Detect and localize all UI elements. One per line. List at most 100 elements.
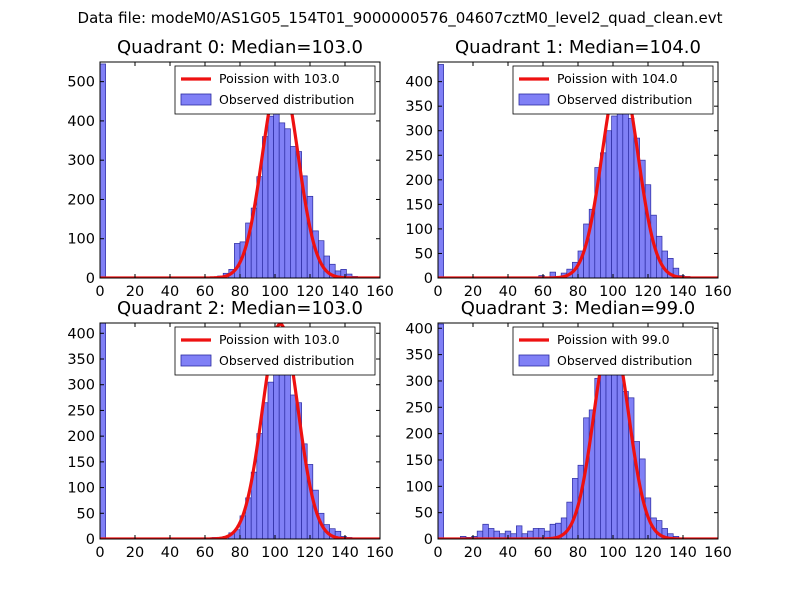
y-tick-label: 300 bbox=[405, 124, 433, 140]
y-tick-label: 400 bbox=[405, 75, 433, 91]
quadrant-1-title: Quadrant 1: Median=104.0 bbox=[455, 37, 701, 58]
legend: Poission with 104.0 Observed distribution bbox=[512, 65, 714, 115]
y-tick-label: 0 bbox=[424, 532, 433, 548]
x-tick-label: 120 bbox=[296, 284, 324, 300]
poisson-fit-line bbox=[438, 331, 718, 539]
x-tick-label: 40 bbox=[161, 545, 179, 561]
quadrant-3-panel: Quadrant 3: Median=99.0 0 20 40 60 80 100 120 1… bbox=[405, 298, 732, 561]
poisson-fit-line bbox=[100, 72, 380, 278]
x-tick-label: 0 bbox=[433, 284, 442, 300]
histogram-bar bbox=[600, 346, 607, 539]
x-tick-label: 20 bbox=[126, 545, 144, 561]
y-tick-label: 300 bbox=[67, 153, 95, 169]
legend-hist-swatch bbox=[180, 93, 212, 106]
x-tick-label: 160 bbox=[366, 545, 394, 561]
y-tick-label: 100 bbox=[67, 232, 95, 248]
plot-area bbox=[438, 323, 718, 539]
y-tick-label: 0 bbox=[86, 532, 95, 548]
y-tick-label: 100 bbox=[405, 479, 433, 495]
plot-area bbox=[100, 323, 380, 539]
quadrant-2-title: Quadrant 2: Median=103.0 bbox=[117, 298, 363, 319]
x-tick-label: 40 bbox=[499, 545, 517, 561]
histogram-bar bbox=[628, 118, 635, 278]
histogram-bar bbox=[611, 115, 618, 278]
histogram-bar bbox=[616, 362, 624, 539]
x-tick-label: 100 bbox=[261, 284, 289, 300]
quadrant-3-title: Quadrant 3: Median=99.0 bbox=[461, 298, 696, 319]
x-tick-label: 120 bbox=[634, 545, 662, 561]
legend-hist-label: Observed distribution bbox=[557, 92, 692, 107]
x-tick-label: 80 bbox=[231, 545, 249, 561]
y-tick-label: 500 bbox=[67, 75, 95, 91]
x-tick-label: 20 bbox=[464, 545, 482, 561]
y-tick-label: 50 bbox=[77, 506, 95, 522]
y-tick-label: 400 bbox=[405, 321, 433, 337]
x-tick-label: 80 bbox=[231, 284, 249, 300]
histogram-bar bbox=[273, 108, 280, 278]
x-tick-label: 20 bbox=[464, 284, 482, 300]
legend: Poission with 103.0 Observed distribution bbox=[174, 65, 376, 115]
legend-hist-label: Observed distribution bbox=[219, 353, 354, 368]
x-tick-label: 60 bbox=[534, 545, 552, 561]
quadrant-0-panel: Quadrant 0: Median=103.0 0 20 40 60 80 100 120… bbox=[67, 37, 394, 300]
x-tick-label: 80 bbox=[569, 284, 587, 300]
legend-fit-label: Poission with 104.0 bbox=[557, 71, 678, 86]
y-tick-label: 400 bbox=[67, 326, 95, 342]
x-tick-label: 140 bbox=[331, 545, 359, 561]
legend-hist-swatch bbox=[180, 354, 212, 367]
y-tick-label: 250 bbox=[405, 148, 433, 164]
poisson-fit-line bbox=[438, 71, 718, 278]
legend-hist-label: Observed distribution bbox=[219, 92, 354, 107]
x-tick-label: 140 bbox=[669, 545, 697, 561]
y-tick-label: 250 bbox=[405, 400, 433, 416]
y-tick-label: 100 bbox=[405, 222, 433, 238]
y-tick-label: 50 bbox=[415, 246, 433, 262]
x-tick-label: 120 bbox=[296, 545, 324, 561]
y-tick-label: 150 bbox=[67, 455, 95, 471]
histogram-bar bbox=[290, 146, 297, 278]
x-tick-label: 60 bbox=[196, 545, 214, 561]
x-tick-label: 60 bbox=[534, 284, 552, 300]
y-tick-label: 150 bbox=[405, 453, 433, 469]
legend-fit-label: Poission with 103.0 bbox=[219, 71, 340, 86]
poisson-fit-line bbox=[100, 323, 380, 539]
x-tick-label: 0 bbox=[95, 284, 104, 300]
y-tick-label: 350 bbox=[405, 99, 433, 115]
x-tick-label: 140 bbox=[331, 284, 359, 300]
y-tick-label: 200 bbox=[405, 173, 433, 189]
y-tick-label: 0 bbox=[86, 271, 95, 287]
histogram-bar bbox=[438, 64, 444, 278]
y-tick-label: 300 bbox=[67, 378, 95, 394]
y-tick-label: 350 bbox=[405, 348, 433, 364]
plot-area bbox=[100, 63, 380, 278]
x-tick-label: 80 bbox=[569, 545, 587, 561]
x-tick-label: 140 bbox=[669, 284, 697, 300]
histogram-bar bbox=[262, 402, 269, 539]
legend: Poission with 99.0 Observed distribution bbox=[512, 326, 714, 376]
y-tick-label: 250 bbox=[67, 403, 95, 419]
x-tick-label: 40 bbox=[499, 284, 517, 300]
legend-hist-swatch bbox=[518, 354, 550, 367]
quadrant-0-title: Quadrant 0: Median=103.0 bbox=[117, 37, 363, 58]
y-tick-label: 300 bbox=[405, 374, 433, 390]
histogram-bar bbox=[290, 394, 297, 539]
histogram-bar bbox=[438, 323, 444, 539]
histogram-bar bbox=[284, 128, 291, 278]
x-tick-label: 0 bbox=[433, 545, 442, 561]
histogram-bar bbox=[278, 122, 286, 278]
quadrant-1-panel: Quadrant 1: Median=104.0 0 20 40 60 80 100 120… bbox=[405, 37, 732, 300]
histogram-bar bbox=[516, 525, 523, 539]
histogram-bar bbox=[278, 371, 286, 539]
histogram-bar bbox=[273, 368, 280, 539]
x-tick-label: 160 bbox=[366, 284, 394, 300]
legend-fit-label: Poission with 103.0 bbox=[219, 332, 340, 347]
histogram-bar bbox=[600, 152, 607, 278]
y-tick-label: 150 bbox=[405, 197, 433, 213]
histogram-bar bbox=[100, 63, 106, 278]
histogram-bar bbox=[672, 267, 680, 278]
y-tick-label: 200 bbox=[67, 429, 95, 445]
y-tick-label: 50 bbox=[415, 506, 433, 522]
histogram-bar bbox=[100, 323, 106, 539]
x-tick-label: 100 bbox=[261, 545, 289, 561]
